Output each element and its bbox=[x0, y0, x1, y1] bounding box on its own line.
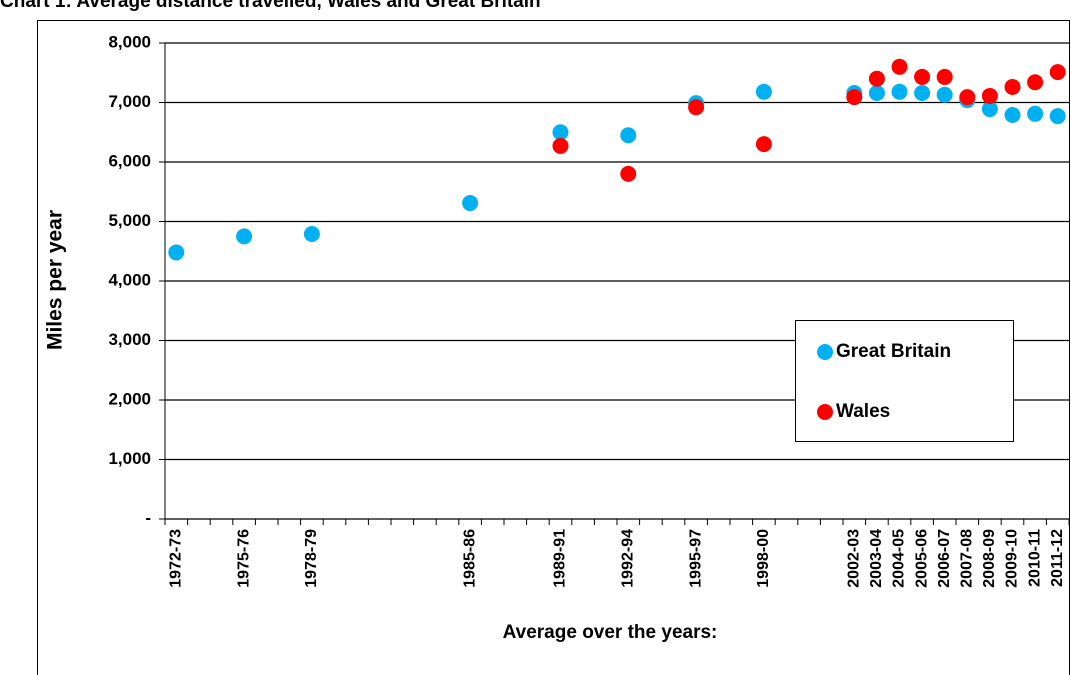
y-tick-label: 5,000 bbox=[108, 211, 151, 230]
point bbox=[552, 124, 569, 141]
y-axis-label: Miles per year bbox=[44, 210, 67, 350]
point bbox=[1004, 79, 1021, 96]
x-tick-label: 1989-91 bbox=[552, 529, 569, 588]
y-tick-label: 3,000 bbox=[108, 330, 151, 349]
legend-marker bbox=[817, 344, 833, 360]
point bbox=[620, 127, 637, 144]
point bbox=[1027, 74, 1044, 91]
legend-label: Great Britain bbox=[836, 341, 951, 362]
point bbox=[868, 70, 885, 87]
point bbox=[981, 101, 998, 118]
x-tick-label: 1992-94 bbox=[620, 529, 637, 588]
y-tick-label: 4,000 bbox=[108, 270, 151, 289]
point bbox=[846, 89, 863, 106]
point bbox=[552, 137, 569, 154]
point bbox=[462, 195, 479, 212]
point bbox=[755, 83, 772, 100]
point bbox=[891, 58, 908, 75]
point bbox=[936, 68, 953, 85]
x-tick-label: 1975-76 bbox=[235, 529, 252, 588]
point bbox=[981, 87, 998, 104]
y-tick-label: - bbox=[145, 508, 151, 527]
legend-box bbox=[795, 320, 1014, 442]
x-tick-label: 1998-00 bbox=[755, 529, 772, 588]
point bbox=[620, 165, 637, 182]
point bbox=[868, 84, 885, 101]
point bbox=[1004, 106, 1021, 123]
y-tick-label: 1,000 bbox=[108, 449, 151, 468]
point bbox=[1049, 64, 1066, 81]
x-tick-label: 2011-12 bbox=[1049, 529, 1066, 587]
point bbox=[688, 99, 705, 116]
x-tick-label: 2003-04 bbox=[868, 529, 885, 588]
point bbox=[891, 83, 908, 100]
x-tick-label: 1972-73 bbox=[168, 529, 185, 588]
point bbox=[914, 68, 931, 85]
x-tick-label: 2004-05 bbox=[891, 529, 908, 588]
x-tick-label: 1978-79 bbox=[303, 529, 320, 588]
x-tick-label: 2007-08 bbox=[959, 529, 976, 588]
x-tick-label: 2010-11 bbox=[1026, 529, 1043, 587]
legend-marker bbox=[817, 404, 833, 420]
x-tick-label: 2009-10 bbox=[1004, 529, 1021, 588]
x-axis-label: Average over the years: bbox=[503, 622, 718, 643]
x-tick-label: 2006-07 bbox=[936, 529, 953, 588]
point bbox=[303, 225, 320, 242]
point bbox=[959, 89, 976, 106]
point bbox=[936, 86, 953, 103]
y-tick-label: 7,000 bbox=[108, 92, 151, 111]
x-tick-label: 1995-97 bbox=[687, 529, 704, 588]
y-tick-label: 2,000 bbox=[108, 389, 151, 408]
x-tick-label: 2002-03 bbox=[846, 529, 863, 588]
chart-title: Chart 1: Average distance travelled, Wal… bbox=[0, 0, 541, 12]
y-tick-label: 8,000 bbox=[108, 32, 151, 51]
point bbox=[914, 84, 931, 101]
legend-label: Wales bbox=[836, 401, 890, 422]
chart-border bbox=[37, 20, 1070, 675]
x-tick-label: 1985-86 bbox=[461, 529, 478, 588]
point bbox=[168, 244, 185, 261]
x-tick-label: 2005-06 bbox=[913, 529, 930, 588]
y-tick-label: 6,000 bbox=[108, 151, 151, 170]
point bbox=[236, 228, 253, 245]
x-tick-label: 2008-09 bbox=[981, 529, 998, 588]
point bbox=[1049, 108, 1066, 125]
point bbox=[1027, 105, 1044, 122]
point bbox=[755, 136, 772, 153]
